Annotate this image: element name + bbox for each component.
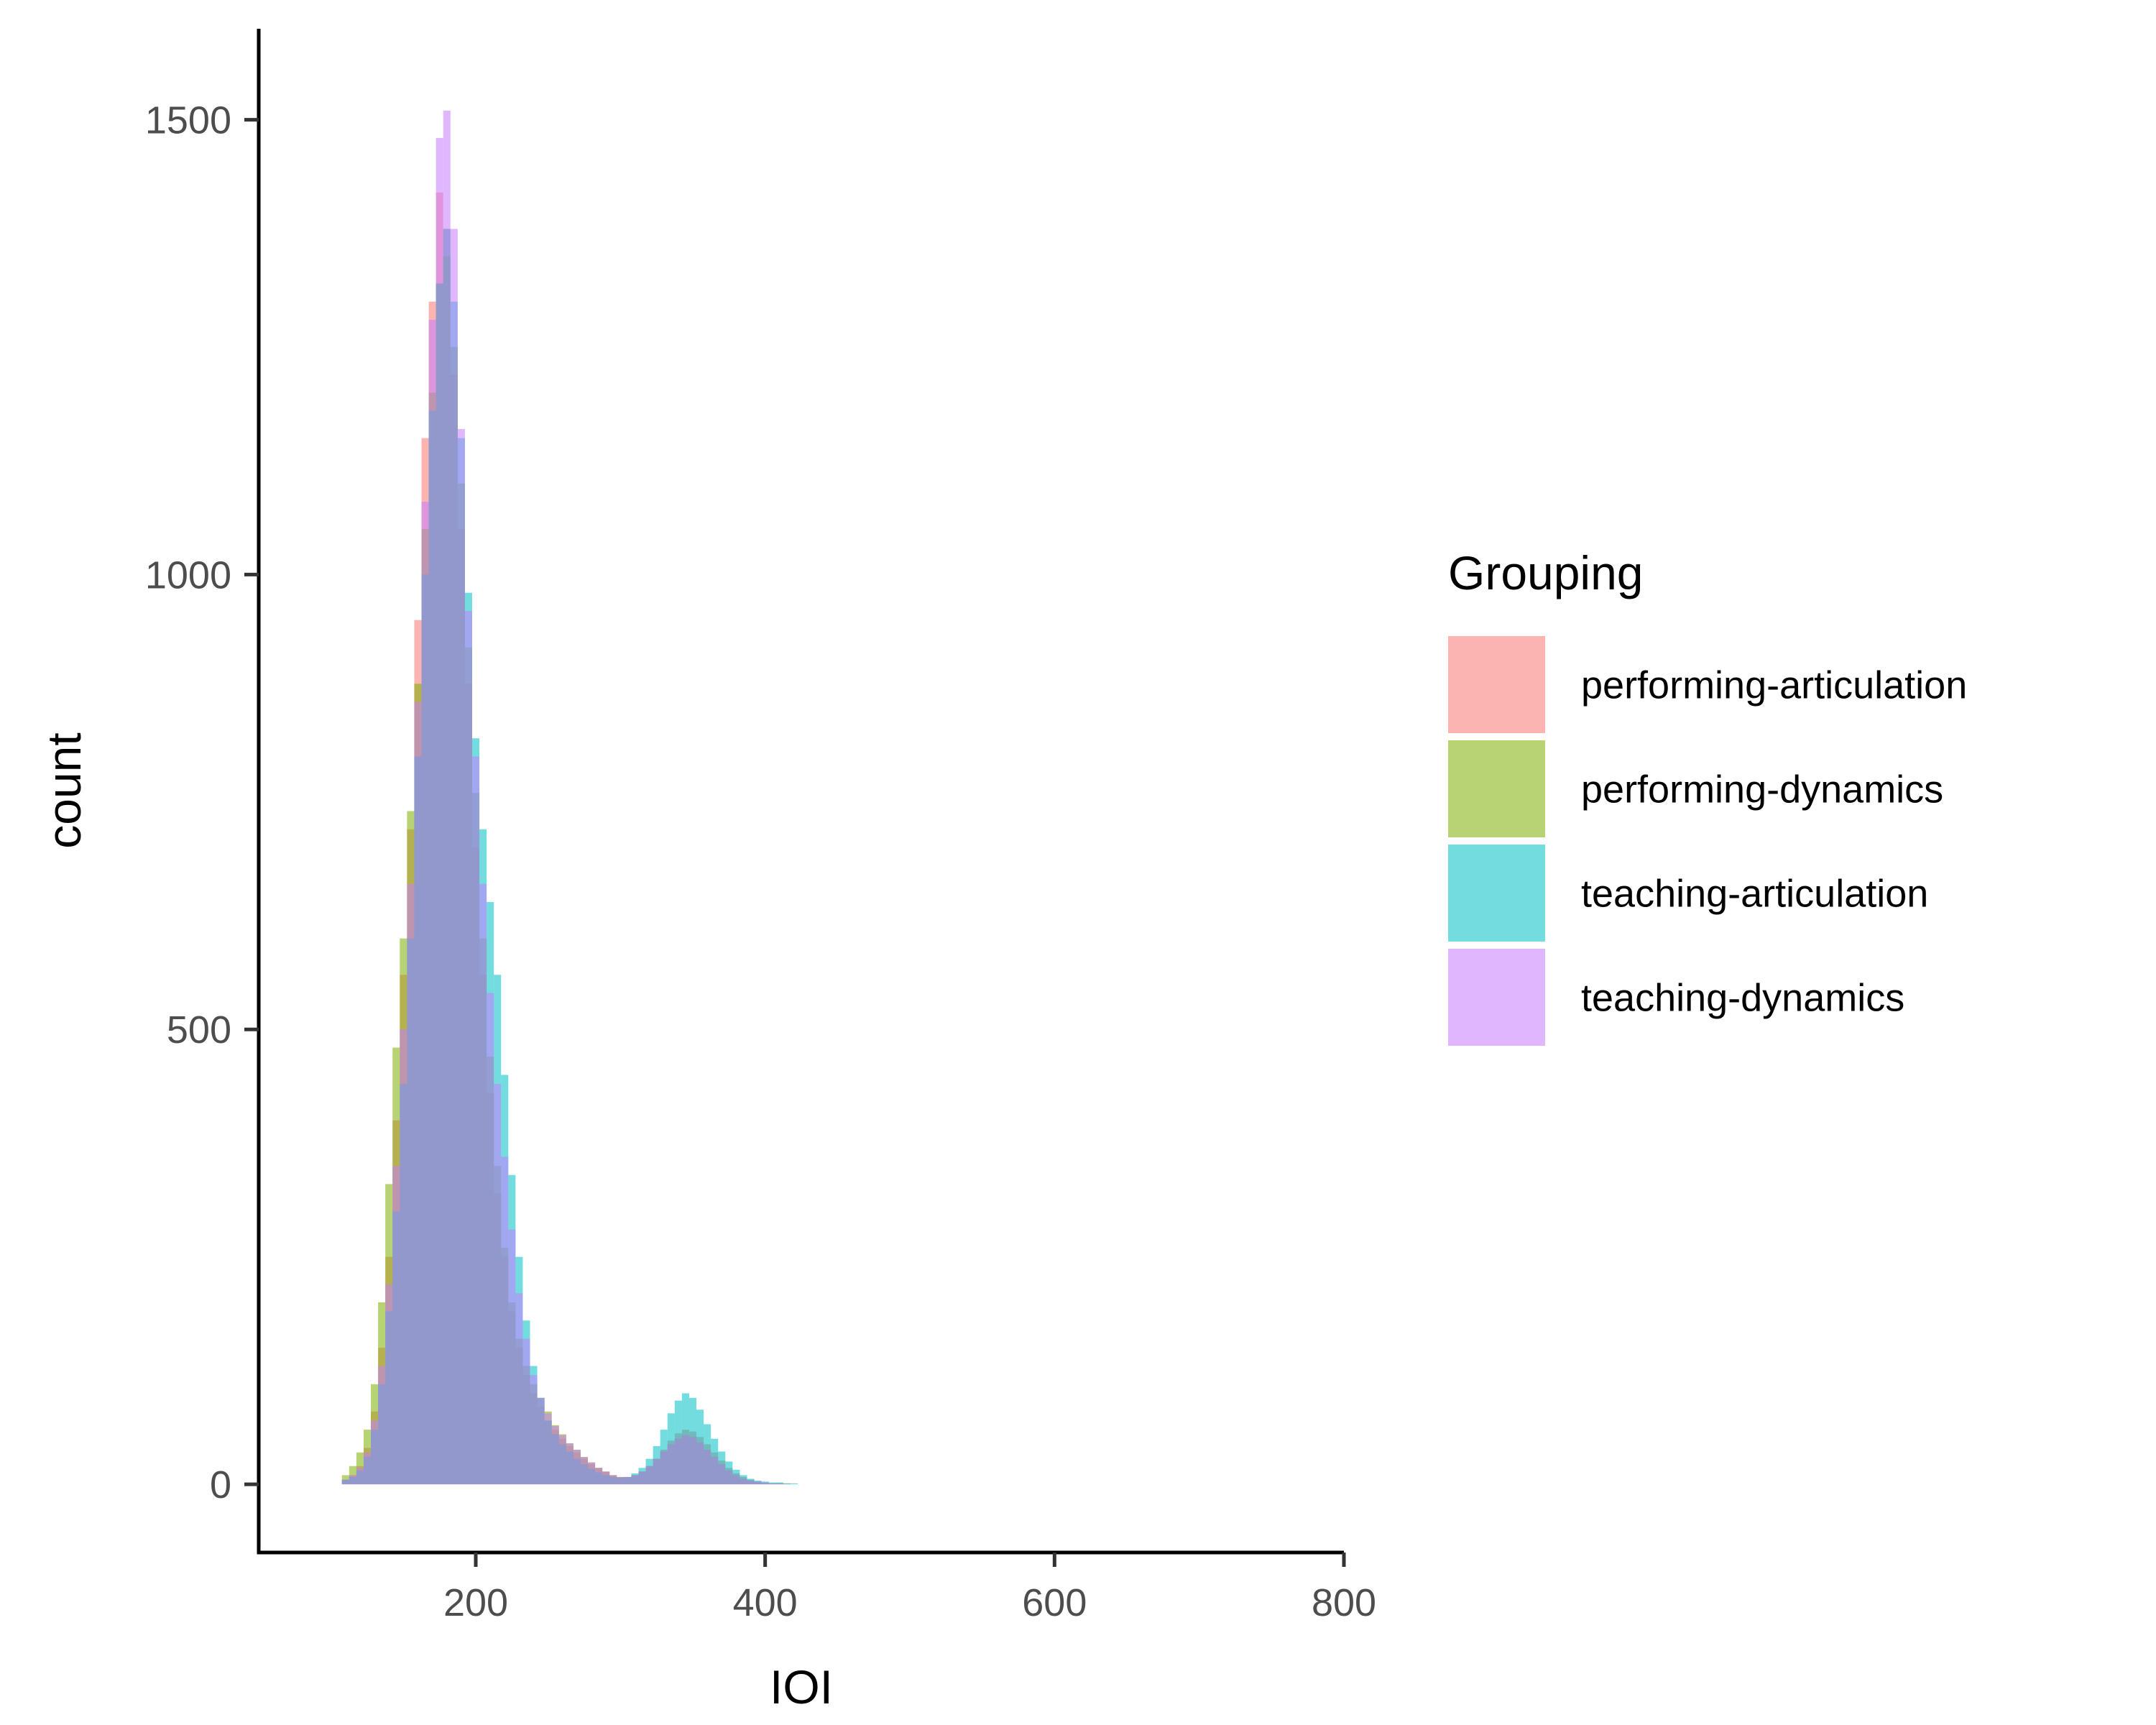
histogram-bar <box>522 1338 530 1485</box>
histogram-bar <box>464 611 472 1485</box>
histogram-bar <box>558 1435 566 1485</box>
histogram-bar <box>602 1471 610 1485</box>
histogram-bar <box>624 1476 632 1485</box>
histogram-bar <box>494 1084 502 1485</box>
x-axis-ticks: 200 400 600 800 <box>443 1552 1376 1624</box>
histogram-bars <box>341 110 798 1485</box>
histogram-bar <box>349 1466 356 1485</box>
histogram-bar <box>674 1438 682 1485</box>
histogram-bar <box>530 1375 538 1485</box>
histogram-bar <box>754 1481 762 1485</box>
histogram-bar <box>761 1482 769 1485</box>
histogram-bar <box>747 1481 755 1485</box>
histogram-bar <box>740 1478 747 1485</box>
histogram-bar <box>363 1452 372 1485</box>
legend-swatch <box>1448 740 1545 837</box>
histogram-bar <box>725 1471 733 1485</box>
y-tick-label: 0 <box>210 1463 231 1506</box>
histogram-bar <box>551 1426 559 1485</box>
histogram-bar <box>653 1458 660 1485</box>
y-tick-label: 500 <box>167 1008 231 1052</box>
histogram-bar <box>768 1482 776 1485</box>
histogram-bar <box>479 883 487 1485</box>
legend-label: performing-articulation <box>1581 664 1967 707</box>
histogram-bar <box>588 1462 596 1485</box>
legend-label: teaching-dynamics <box>1581 977 1904 1020</box>
histogram-bar <box>392 1166 400 1485</box>
y-axis-title: count <box>37 732 91 848</box>
histogram-bar <box>457 428 465 1485</box>
histogram-bar <box>696 1442 704 1485</box>
legend-title: Grouping <box>1448 546 1644 599</box>
histogram-bar <box>638 1471 646 1485</box>
histogram-bar <box>681 1435 689 1485</box>
legend-swatch <box>1448 636 1545 733</box>
histogram-bar <box>356 1468 364 1485</box>
histogram-bar <box>566 1443 573 1485</box>
histogram-bar <box>645 1466 653 1485</box>
histogram-bar <box>501 1156 509 1485</box>
histogram-bar <box>660 1451 668 1485</box>
legend-label: teaching-articulation <box>1581 873 1928 916</box>
series-teaching-dynamics <box>341 110 783 1485</box>
histogram-bar <box>407 883 415 1485</box>
legend-swatch <box>1448 845 1545 942</box>
histogram-bar <box>667 1444 675 1485</box>
y-tick-label: 1000 <box>145 553 231 597</box>
histogram-bar <box>349 1475 356 1485</box>
histogram-bar <box>537 1397 545 1485</box>
y-tick-label: 1500 <box>145 99 231 142</box>
histogram-bar <box>421 502 429 1485</box>
histogram-bar <box>436 137 443 1485</box>
legend-item: teaching-dynamics <box>1448 949 1904 1046</box>
x-tick-label: 200 <box>443 1581 508 1624</box>
histogram-bar <box>775 1482 783 1485</box>
histogram-bar <box>378 1366 386 1485</box>
histogram-bar <box>544 1413 552 1485</box>
histogram-bar <box>617 1476 625 1485</box>
histogram-bar <box>414 702 422 1485</box>
legend-item: performing-articulation <box>1448 636 1967 733</box>
histogram-bar <box>385 1284 393 1485</box>
histogram-bar <box>428 320 436 1485</box>
legend-swatch <box>1448 949 1545 1046</box>
legend-items: performing-articulation performing-dynami… <box>1448 636 1967 1046</box>
histogram-bar <box>732 1475 740 1485</box>
x-tick-label: 800 <box>1312 1581 1376 1624</box>
legend-label: performing-dynamics <box>1581 768 1943 811</box>
x-tick-label: 600 <box>1022 1581 1087 1624</box>
x-tick-label: 400 <box>733 1581 798 1624</box>
histogram-bar <box>508 1229 516 1485</box>
histogram-bar <box>704 1449 711 1485</box>
histogram-bar <box>688 1437 697 1485</box>
y-axis-ticks: 0 500 1000 1500 <box>145 99 259 1506</box>
histogram-bar <box>487 993 494 1485</box>
legend-item: performing-dynamics <box>1448 740 1943 837</box>
histogram-bar <box>400 1029 407 1485</box>
histogram-bar <box>371 1420 379 1485</box>
axes: 200 400 600 800 0 500 1000 1500 <box>145 29 1376 1624</box>
legend: Grouping performing-articulationperformi… <box>1448 546 1967 1046</box>
histogram-bar <box>341 1479 349 1485</box>
histogram-bar <box>580 1457 589 1485</box>
histogram-bar <box>718 1464 726 1485</box>
histogram-bar <box>631 1475 639 1485</box>
histogram-bar <box>595 1468 603 1485</box>
histogram-bar <box>711 1457 719 1485</box>
x-axis-title: IOI <box>770 1660 833 1714</box>
histogram-bar <box>609 1475 617 1485</box>
histogram-bar <box>450 229 458 1485</box>
histogram-bar <box>443 110 451 1485</box>
legend-item: teaching-articulation <box>1448 845 1928 942</box>
histogram-bar <box>471 756 480 1485</box>
histogram-bar <box>573 1449 581 1485</box>
histogram-bar <box>515 1293 523 1485</box>
